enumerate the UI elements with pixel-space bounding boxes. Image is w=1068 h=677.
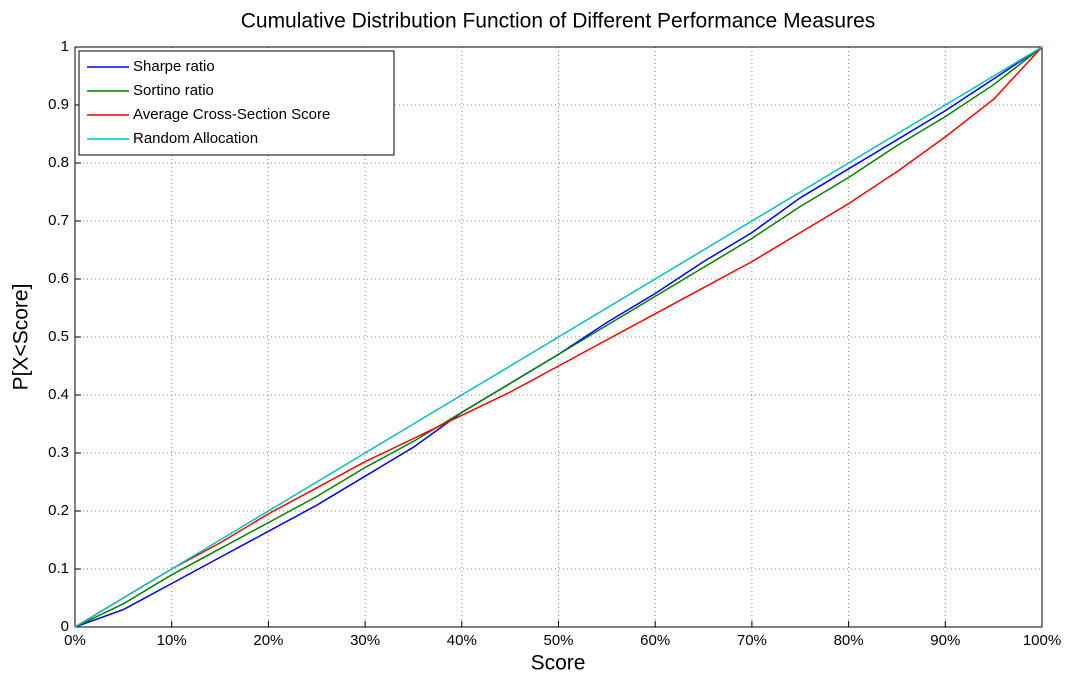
y-tick-label: 0 [61, 618, 69, 635]
legend-label: Sharpe ratio [133, 58, 215, 75]
x-tick-label: 40% [447, 632, 477, 649]
legend-label: Sortino ratio [133, 82, 214, 99]
x-tick-label: 30% [350, 632, 380, 649]
y-tick-label: 0.4 [48, 386, 69, 403]
x-axis-label: Score [531, 652, 586, 675]
x-tick-label: 50% [543, 632, 573, 649]
y-tick-label: 0.3 [48, 444, 69, 461]
y-tick-label: 0.7 [48, 212, 69, 229]
x-tick-label: 20% [253, 632, 283, 649]
y-tick-label: 0.1 [48, 560, 69, 577]
y-tick-label: 0.2 [48, 502, 69, 519]
y-tick-label: 0.9 [48, 96, 69, 113]
legend-label: Random Allocation [133, 130, 258, 147]
plot-frame [74, 46, 1043, 628]
x-tick-label: 70% [737, 632, 767, 649]
x-tick-label: 10% [157, 632, 187, 649]
legend-label: Average Cross-Section Score [133, 106, 330, 123]
series-line [74, 46, 1043, 628]
y-tick-label: 0.6 [48, 270, 69, 287]
chart-title: Cumulative Distribution Function of Diff… [241, 10, 876, 33]
x-tick-label: 60% [640, 632, 670, 649]
x-tick-label: 0% [64, 632, 86, 649]
series-line [74, 46, 1043, 628]
y-tick-label: 1 [61, 38, 69, 55]
y-axis-label: P[X<Score] [10, 284, 33, 391]
x-tick-label: 90% [930, 632, 960, 649]
legend-box [78, 50, 395, 156]
series-line [74, 46, 1043, 628]
y-tick-label: 0.8 [48, 154, 69, 171]
x-tick-label: 100% [1023, 632, 1061, 649]
x-tick-label: 80% [834, 632, 864, 649]
y-tick-label: 0.5 [48, 328, 69, 345]
